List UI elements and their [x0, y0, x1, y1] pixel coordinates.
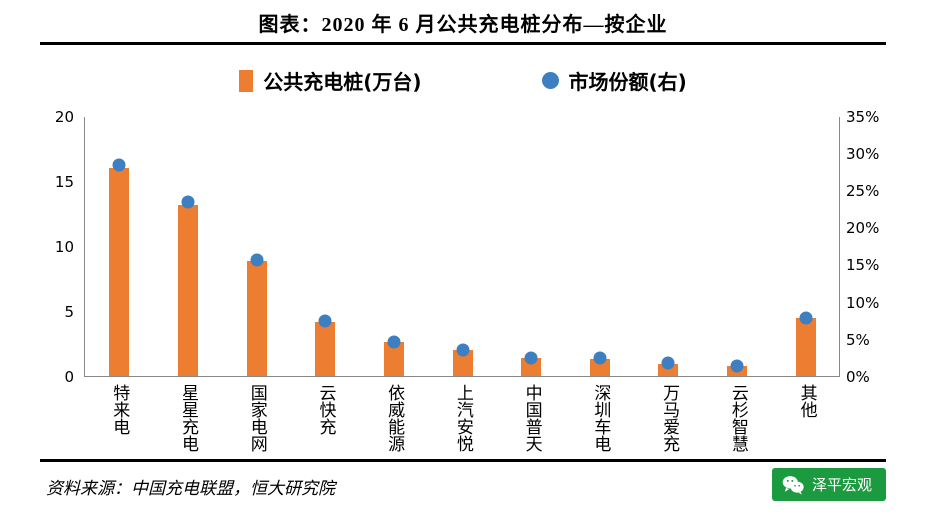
x-label: 云快充 — [290, 384, 359, 454]
share-dot — [661, 356, 675, 370]
share-dot — [730, 359, 744, 373]
bar-column — [428, 117, 497, 376]
bars-container — [85, 117, 840, 376]
bar-column — [565, 117, 634, 376]
bar-column — [291, 117, 360, 376]
bar — [452, 350, 473, 376]
x-label: 万马爱充 — [634, 384, 703, 454]
x-label-line: 国家电网 — [246, 384, 267, 452]
wechat-badge[interactable]: 泽平宏观 — [771, 468, 886, 501]
bar — [246, 260, 267, 376]
bar — [177, 205, 198, 376]
x-label-line: 云快充 — [315, 384, 336, 435]
x-label: 中国普天 — [496, 384, 565, 454]
plot-area — [84, 117, 840, 377]
y-left-tick-3: 15 — [54, 173, 74, 191]
bar — [109, 167, 130, 376]
share-dot — [524, 351, 538, 365]
divider-top — [40, 42, 886, 45]
x-label-line: 云杉智慧 — [727, 384, 748, 452]
x-label: 其他 — [771, 384, 840, 454]
x-label-line: 上汽安悦 — [452, 384, 473, 452]
x-label-line: 特来电 — [109, 384, 130, 435]
x-label-line: 其他 — [796, 384, 817, 418]
bar-column — [771, 117, 840, 376]
share-dot — [456, 343, 470, 357]
x-label: 深圳车电 — [565, 384, 634, 454]
x-label-line: 中国普天 — [521, 384, 542, 452]
wechat-icon — [782, 475, 804, 495]
chart-title-wrap: 图表：2020 年 6 月公共充电桩分布—按企业 — [40, 8, 886, 37]
right-axis-line — [839, 117, 840, 377]
divider-bottom — [40, 459, 886, 462]
y-right-tick-4: 20% — [846, 219, 880, 237]
x-label: 依威能源 — [359, 384, 428, 454]
wechat-label: 泽平宏观 — [811, 476, 872, 494]
share-dot — [799, 311, 813, 325]
source-note: 资料来源：中国充电联盟，恒大研究院 — [46, 479, 335, 499]
x-label: 国家电网 — [221, 384, 290, 454]
bar — [315, 321, 336, 376]
x-label-line: 万马爱充 — [659, 384, 680, 452]
legend-item-bar: 公共充电桩(万台) — [239, 66, 422, 95]
share-dot — [387, 335, 401, 349]
bar — [589, 359, 610, 376]
share-dot — [593, 351, 607, 365]
page-title: 图表：2020 年 6 月公共充电桩分布—按企业 — [258, 14, 668, 36]
bar-column — [703, 117, 772, 376]
bar — [658, 364, 679, 376]
x-label: 云杉智慧 — [703, 384, 772, 454]
y-left-tick-0: 0 — [64, 368, 74, 386]
bar-column — [85, 117, 154, 376]
share-dot — [318, 314, 332, 328]
y-left-tick-2: 10 — [54, 238, 74, 256]
x-label: 特来电 — [84, 384, 153, 454]
legend-label-dot: 市场份额(右) — [568, 70, 687, 94]
y-right-tick-7: 35% — [846, 108, 880, 126]
bar-column — [360, 117, 429, 376]
x-label-line: 深圳车电 — [590, 384, 611, 452]
share-dot — [181, 195, 195, 209]
legend-dot-swatch-icon — [541, 72, 559, 89]
chart-legend: 公共充电桩(万台) 市场份额(右) — [0, 66, 926, 95]
y-right-tick-6: 30% — [846, 145, 880, 163]
y-right-tick-3: 15% — [846, 256, 880, 274]
y-right-tick-1: 5% — [846, 331, 870, 349]
x-axis-labels: 特来电 星星充电 国家电网 云快充 依威能源 上汽安悦 中国普天 深圳车电 万马… — [84, 384, 840, 454]
y-left-tick-1: 5 — [64, 303, 74, 321]
share-dot — [250, 253, 264, 267]
legend-bar-swatch-icon — [239, 69, 254, 92]
y-right-tick-2: 10% — [846, 294, 880, 312]
bar-column — [154, 117, 223, 376]
x-label: 星星充电 — [153, 384, 222, 454]
y-right-tick-5: 25% — [846, 182, 880, 200]
share-dot — [112, 158, 126, 172]
bar — [383, 342, 404, 376]
bar — [795, 317, 816, 376]
x-label-line: 星星充电 — [177, 384, 198, 452]
bar-column — [634, 117, 703, 376]
y-left-tick-4: 20 — [54, 108, 74, 126]
legend-item-dot: 市场份额(右) — [541, 66, 687, 95]
y-right-tick-0: 0% — [846, 368, 870, 386]
x-label-line: 依威能源 — [384, 384, 405, 452]
legend-label-bar: 公共充电桩(万台) — [263, 70, 422, 94]
bar-column — [497, 117, 566, 376]
x-label: 上汽安悦 — [428, 384, 497, 454]
bar-column — [222, 117, 291, 376]
